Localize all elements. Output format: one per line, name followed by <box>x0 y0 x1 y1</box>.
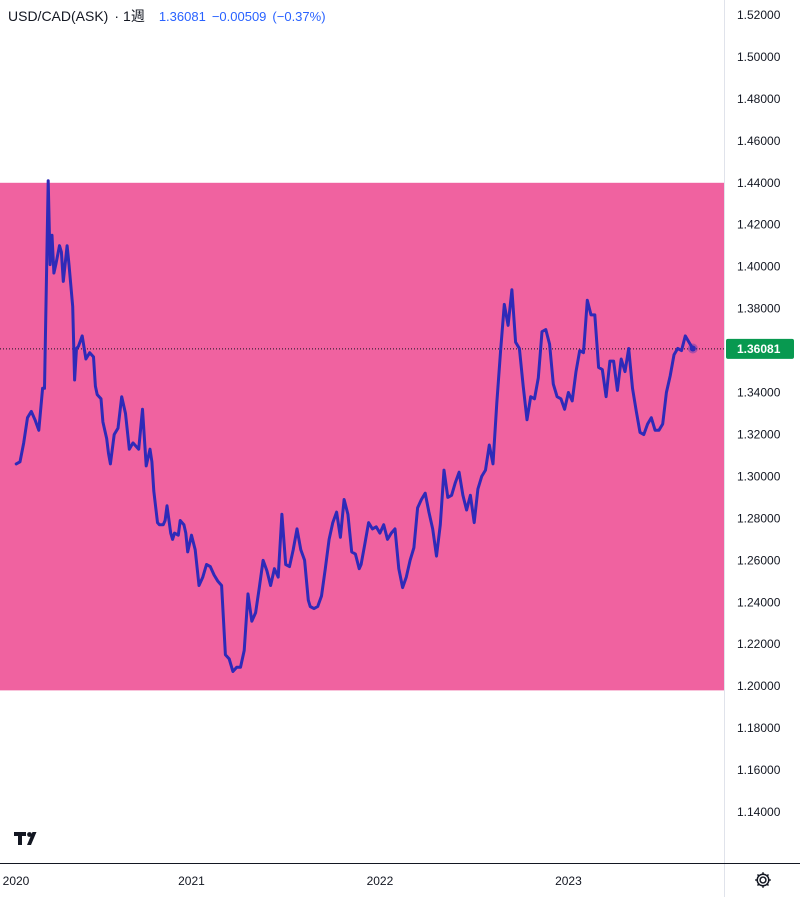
price-change: −0.00509 <box>211 8 267 24</box>
last-point-marker <box>689 345 696 352</box>
y-tick-label: 1.52000 <box>737 8 781 22</box>
tradingview-logo-icon[interactable] <box>7 820 43 856</box>
title-separator: · <box>114 8 120 24</box>
y-tick-label: 1.38000 <box>737 302 781 316</box>
y-tick-label: 1.28000 <box>737 511 781 525</box>
series-line[interactable] <box>14 179 695 673</box>
x-tick-label: 2021 <box>178 874 205 888</box>
x-tick-label: 2020 <box>3 874 30 888</box>
y-tick-label: 1.14000 <box>737 805 781 819</box>
current-price-label: 1.36081 <box>737 342 781 356</box>
x-tick-label: 2023 <box>555 874 582 888</box>
y-tick-label: 1.34000 <box>737 386 781 400</box>
y-tick-label: 1.50000 <box>737 50 781 64</box>
current-price-tag <box>726 338 794 359</box>
y-tick-label: 1.16000 <box>737 763 781 777</box>
y-tick-label: 1.42000 <box>737 218 781 232</box>
y-tick-label: 1.24000 <box>737 595 781 609</box>
interval-label[interactable]: 1週 <box>123 8 145 24</box>
y-tick-label: 1.40000 <box>737 260 781 274</box>
y-tick-label: 1.30000 <box>737 469 781 483</box>
x-tick-label: 2022 <box>367 874 394 888</box>
y-tick-label: 1.32000 <box>737 427 781 441</box>
symbol-title[interactable]: USD/CAD(ASK) <box>8 8 109 24</box>
last-price: 1.36081 <box>158 8 206 24</box>
price-change-percent: (−0.37%) <box>272 8 326 24</box>
y-tick-label: 1.46000 <box>737 134 781 148</box>
chart-legend: USD/CAD(ASK) · 1週 1.36081 −0.00509 (−0.3… <box>8 5 332 27</box>
y-tick-label: 1.44000 <box>737 176 781 190</box>
y-tick-label: 1.18000 <box>737 721 781 735</box>
y-tick-label: 1.20000 <box>737 679 781 693</box>
gear-icon[interactable] <box>752 869 774 891</box>
y-tick-label: 1.22000 <box>737 637 781 651</box>
y-tick-label: 1.26000 <box>737 553 781 567</box>
highlight-zone <box>0 182 724 691</box>
y-tick-label: 1.48000 <box>737 92 781 106</box>
